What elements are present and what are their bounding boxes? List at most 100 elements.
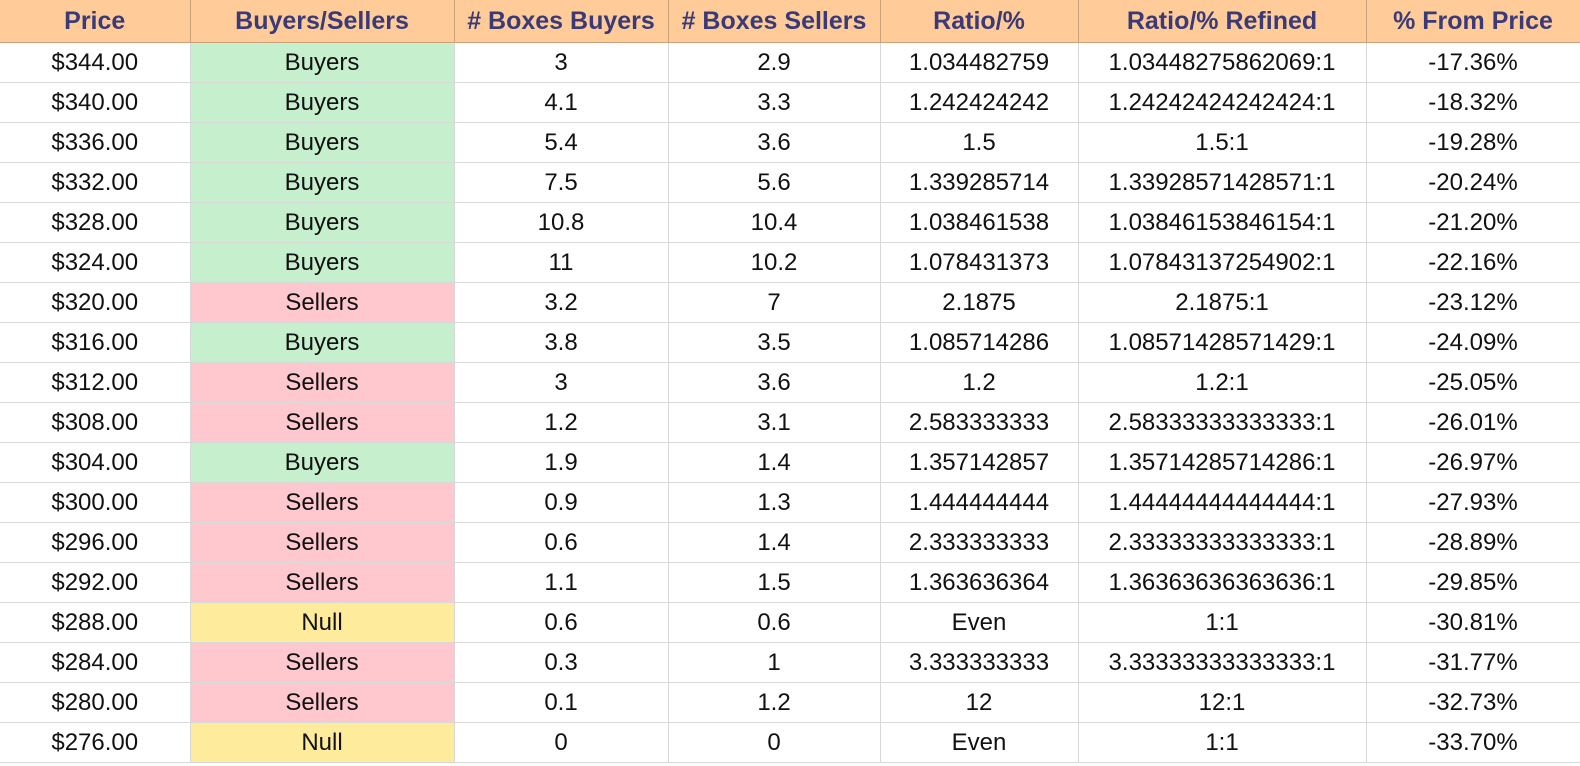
table-row: $296.00 Sellers 0.6 1.4 2.333333333 2.3333333…: [0, 522, 1580, 563]
side-cell: Sellers: [190, 402, 455, 443]
ratio-cell: 1.038461538: [880, 202, 1079, 243]
ratio-refined-cell: 1.2:1: [1078, 362, 1367, 403]
table-row: $300.00 Sellers 0.9 1.3 1.444444444 1.4444444…: [0, 482, 1580, 523]
side-cell: Sellers: [190, 682, 455, 723]
from-price-cell: -33.70%: [1366, 722, 1580, 763]
ratio-refined-cell: 1.03846153846154:1: [1078, 202, 1367, 243]
boxes-buyers-cell: 11: [454, 242, 669, 283]
price-cell: $324.00: [0, 242, 191, 283]
boxes-buyers-cell: 4.1: [454, 82, 669, 123]
boxes-sellers-cell: 1.4: [668, 442, 881, 483]
boxes-buyers-cell: 5.4: [454, 122, 669, 163]
ratio-cell: 1.339285714: [880, 162, 1079, 203]
from-price-cell: -31.77%: [1366, 642, 1580, 683]
boxes-buyers-cell: 3: [454, 42, 669, 83]
from-price-cell: -26.97%: [1366, 442, 1580, 483]
from-price-cell: -25.05%: [1366, 362, 1580, 403]
side-cell: Sellers: [190, 522, 455, 563]
boxes-sellers-cell: 3.1: [668, 402, 881, 443]
side-cell: Buyers: [190, 442, 455, 483]
from-price-cell: -21.20%: [1366, 202, 1580, 243]
ratio-refined-cell: 1.07843137254902:1: [1078, 242, 1367, 283]
from-price-cell: -17.36%: [1366, 42, 1580, 83]
price-cell: $308.00: [0, 402, 191, 443]
boxes-buyers-cell: 10.8: [454, 202, 669, 243]
header-buyers-sellers: Buyers/Sellers: [190, 0, 455, 43]
side-cell: Sellers: [190, 362, 455, 403]
side-cell: Buyers: [190, 322, 455, 363]
header-from-price: % From Price: [1366, 0, 1580, 43]
ratio-refined-cell: 1.08571428571429:1: [1078, 322, 1367, 363]
table-row: $328.00 Buyers 10.8 10.4 1.038461538 1.038461…: [0, 202, 1580, 243]
boxes-buyers-cell: 0: [454, 722, 669, 763]
price-cell: $332.00: [0, 162, 191, 203]
ratio-refined-cell: 1.35714285714286:1: [1078, 442, 1367, 483]
boxes-buyers-cell: 1.2: [454, 402, 669, 443]
header-ratio-refined: Ratio/% Refined: [1078, 0, 1367, 43]
boxes-sellers-cell: 10.2: [668, 242, 881, 283]
price-cell: $340.00: [0, 82, 191, 123]
price-cell: $312.00: [0, 362, 191, 403]
boxes-sellers-cell: 3.5: [668, 322, 881, 363]
ratio-refined-cell: 1.03448275862069:1: [1078, 42, 1367, 83]
side-cell: Buyers: [190, 122, 455, 163]
boxes-buyers-cell: 7.5: [454, 162, 669, 203]
header-ratio: Ratio/%: [880, 0, 1079, 43]
boxes-sellers-cell: 3.6: [668, 362, 881, 403]
ratio-cell: Even: [880, 602, 1079, 643]
boxes-sellers-cell: 3.6: [668, 122, 881, 163]
side-cell: Sellers: [190, 562, 455, 603]
ratio-refined-cell: 1.36363636363636:1: [1078, 562, 1367, 603]
from-price-cell: -24.09%: [1366, 322, 1580, 363]
table-row: $276.00 Null 0 0 Even 1:1 -33.70%: [0, 722, 1580, 763]
boxes-sellers-cell: 7: [668, 282, 881, 323]
ratio-cell: 1.357142857: [880, 442, 1079, 483]
from-price-cell: -23.12%: [1366, 282, 1580, 323]
ratio-cell: 1.085714286: [880, 322, 1079, 363]
boxes-sellers-cell: 1.2: [668, 682, 881, 723]
side-cell: Null: [190, 722, 455, 763]
boxes-sellers-cell: 1.5: [668, 562, 881, 603]
from-price-cell: -32.73%: [1366, 682, 1580, 723]
table-row: $284.00 Sellers 0.3 1 3.333333333 3.333333333…: [0, 642, 1580, 683]
boxes-buyers-cell: 3.8: [454, 322, 669, 363]
boxes-sellers-cell: 1.4: [668, 522, 881, 563]
ratio-cell: 2.333333333: [880, 522, 1079, 563]
ratio-refined-cell: 1.24242424242424:1: [1078, 82, 1367, 123]
boxes-sellers-cell: 10.4: [668, 202, 881, 243]
price-cell: $288.00: [0, 602, 191, 643]
ratio-cell: 1.034482759: [880, 42, 1079, 83]
price-cell: $280.00: [0, 682, 191, 723]
ratio-refined-cell: 2.58333333333333:1: [1078, 402, 1367, 443]
table-row: $332.00 Buyers 7.5 5.6 1.339285714 1.33928571…: [0, 162, 1580, 203]
boxes-sellers-cell: 1: [668, 642, 881, 683]
price-cell: $300.00: [0, 482, 191, 523]
price-cell: $284.00: [0, 642, 191, 683]
boxes-sellers-cell: 2.9: [668, 42, 881, 83]
ratio-cell: 3.333333333: [880, 642, 1079, 683]
ratio-cell: 1.242424242: [880, 82, 1079, 123]
price-cell: $292.00: [0, 562, 191, 603]
side-cell: Buyers: [190, 42, 455, 83]
header-row: Price Buyers/Sellers # Boxes Buyers # Bo…: [0, 0, 1580, 43]
ratio-refined-cell: 1:1: [1078, 722, 1367, 763]
table-row: $344.00 Buyers 3 2.9 1.034482759 1.0344827586…: [0, 42, 1580, 83]
ratio-refined-cell: 1:1: [1078, 602, 1367, 643]
price-cell: $336.00: [0, 122, 191, 163]
price-cell: $296.00: [0, 522, 191, 563]
table-row: $336.00 Buyers 5.4 3.6 1.5 1.5:1 -19.28%: [0, 122, 1580, 163]
from-price-cell: -19.28%: [1366, 122, 1580, 163]
boxes-buyers-cell: 0.6: [454, 602, 669, 643]
table-row: $316.00 Buyers 3.8 3.5 1.085714286 1.08571428…: [0, 322, 1580, 363]
table-row: $288.00 Null 0.6 0.6 Even 1:1 -30.81%: [0, 602, 1580, 643]
price-cell: $328.00: [0, 202, 191, 243]
boxes-buyers-cell: 1.1: [454, 562, 669, 603]
header-price: Price: [0, 0, 191, 43]
ratio-refined-cell: 2.1875:1: [1078, 282, 1367, 323]
ratio-cell: 1.444444444: [880, 482, 1079, 523]
table-row: $320.00 Sellers 3.2 7 2.1875 2.1875:1 -23.12%: [0, 282, 1580, 323]
boxes-buyers-cell: 3.2: [454, 282, 669, 323]
boxes-sellers-cell: 3.3: [668, 82, 881, 123]
ratio-cell: 2.583333333: [880, 402, 1079, 443]
